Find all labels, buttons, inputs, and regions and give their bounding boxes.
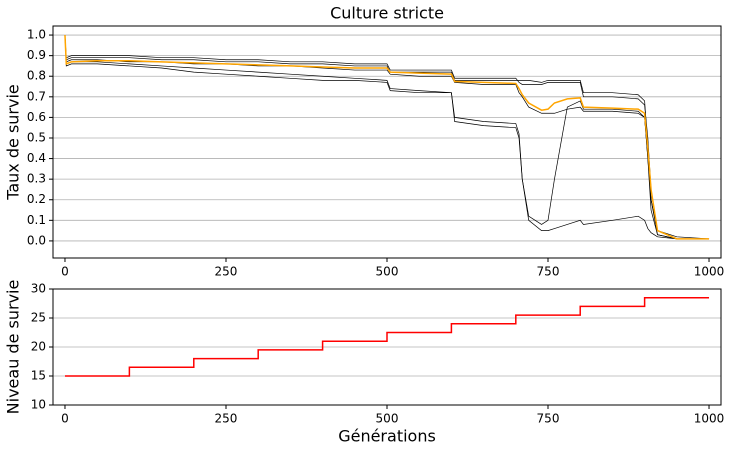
series-line — [64, 35, 710, 240]
x-axis-label: Générations — [338, 427, 436, 446]
y-tick-label: 0.7 — [27, 89, 46, 103]
axes-frame — [52, 288, 722, 406]
y-tick-label: 0.6 — [27, 110, 46, 124]
series-line — [64, 296, 710, 377]
x-tick-label: 500 — [376, 265, 399, 279]
y-tick-label: 0.0 — [27, 233, 46, 247]
y-tick-label: 20 — [31, 340, 46, 354]
y-tick-label: 0.9 — [27, 48, 46, 62]
y-axis-label: Taux de survie — [4, 84, 23, 201]
series-line — [64, 35, 710, 240]
x-tick-label: 0 — [61, 265, 69, 279]
y-tick-label: 25 — [31, 311, 46, 325]
y-tick-label: 0.1 — [27, 213, 46, 227]
axes-frame — [52, 25, 722, 259]
y-tick-label: 30 — [31, 282, 46, 296]
x-tick-label: 1000 — [694, 265, 725, 279]
chart-title: Culture stricte — [330, 4, 444, 23]
y-tick-label: 0.3 — [27, 172, 46, 186]
x-tick-label: 250 — [215, 412, 238, 426]
y-tick-label: 0.4 — [27, 151, 46, 165]
series-line — [64, 35, 710, 240]
series-line — [64, 35, 710, 240]
series-line — [64, 35, 710, 240]
x-tick-label: 750 — [537, 265, 560, 279]
x-tick-label: 0 — [61, 412, 69, 426]
y-tick-label: 0.2 — [27, 192, 46, 206]
y-axis-label: Niveau de survie — [4, 280, 23, 415]
series-line — [64, 35, 710, 240]
x-tick-label: 250 — [215, 265, 238, 279]
x-tick-label: 500 — [376, 412, 399, 426]
y-tick-label: 0.5 — [27, 130, 46, 144]
y-tick-label: 10 — [31, 398, 46, 412]
y-tick-label: 15 — [31, 369, 46, 383]
y-tick-label: 1.0 — [27, 28, 46, 42]
x-tick-label: 750 — [537, 412, 560, 426]
x-tick-label: 1000 — [694, 412, 725, 426]
y-tick-label: 0.8 — [27, 69, 46, 83]
